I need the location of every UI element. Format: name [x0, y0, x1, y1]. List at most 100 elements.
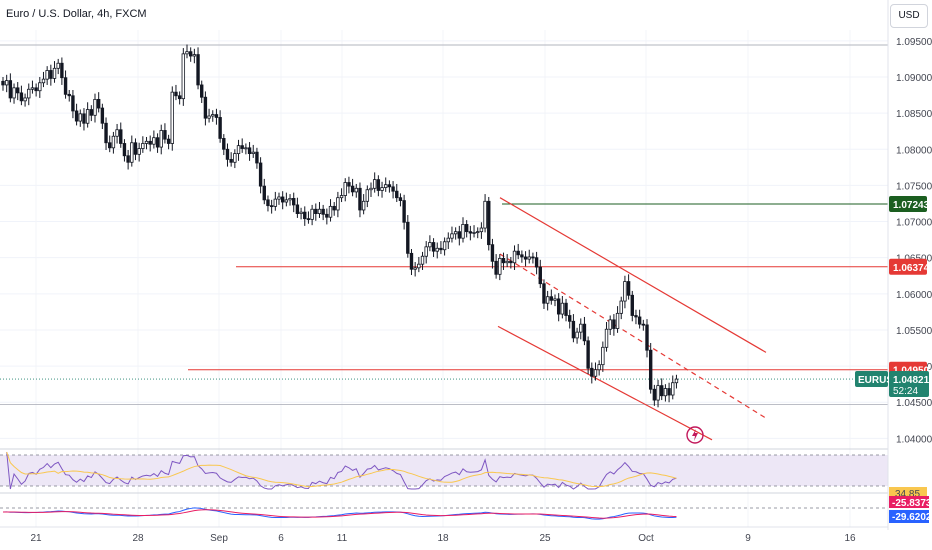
last-price-label: 1.04821 [893, 375, 930, 386]
candle-body [30, 87, 35, 90]
candle-body [266, 199, 270, 207]
candle-body [130, 142, 134, 163]
candle-body [369, 187, 373, 191]
candle-body [619, 300, 623, 314]
candle-body [343, 182, 347, 196]
candle-body [406, 221, 410, 254]
candle-body [49, 70, 53, 79]
candle-body [244, 147, 248, 150]
candle-body [299, 211, 303, 214]
candle-body [85, 109, 90, 124]
candle-body [104, 122, 108, 144]
signal-line [2, 509, 677, 519]
candle-body [119, 129, 123, 144]
candle-body [501, 258, 506, 264]
candle-body [60, 62, 64, 79]
candle-body [170, 91, 174, 144]
candle-body [457, 231, 462, 239]
candle-body [439, 247, 443, 251]
candle-body [133, 142, 138, 155]
price-tick-label: 1.08000 [896, 145, 932, 156]
currency-button[interactable]: USD [890, 4, 928, 28]
candle-body [89, 109, 94, 116]
candle-body [126, 155, 130, 163]
candle-body [188, 51, 193, 57]
candle-body [372, 179, 377, 189]
time-axis[interactable]: 21 28 Sep 6 11 18 25 Oct 9 16 [0, 526, 888, 544]
candle-body [328, 205, 333, 218]
candle-body [177, 95, 182, 100]
candle-body [284, 199, 289, 203]
candle-body [222, 138, 226, 150]
candle-body [240, 145, 244, 149]
candle-body [181, 53, 186, 100]
candle-body [413, 267, 417, 270]
chart-title: Euro / U.S. Dollar, 4h, FXCM [6, 8, 147, 20]
candle-body [604, 328, 609, 348]
price-tag-bg [889, 258, 927, 275]
level-tag: 1.07243 [889, 195, 930, 212]
date-tick-label: 28 [132, 533, 144, 544]
candle-body [288, 198, 292, 201]
candle-body [446, 237, 450, 243]
date-tick-label: 18 [437, 533, 449, 544]
candle-body [247, 147, 252, 155]
candle-body [96, 98, 101, 109]
candle-body [442, 241, 447, 251]
macd-line [2, 507, 677, 520]
candle-body [71, 95, 75, 112]
price-tick-label: 1.07500 [896, 181, 932, 192]
candle-body [568, 315, 572, 322]
candle-body [174, 91, 178, 97]
candle-body [479, 227, 484, 233]
candle-body [159, 130, 163, 148]
date-tick-label: 21 [30, 533, 42, 544]
candle-body [586, 340, 590, 369]
candle-body [354, 187, 358, 193]
candle-body [166, 138, 171, 144]
candle-body [148, 140, 152, 145]
candle-body [505, 260, 509, 264]
candle-body [623, 281, 627, 302]
candle-body [593, 369, 598, 377]
candle-body [590, 367, 594, 377]
price-tick-label: 1.04500 [896, 398, 932, 409]
candle-body [395, 190, 399, 199]
candle-body [137, 148, 141, 155]
rsi-ma-label: 34.85 [895, 489, 920, 500]
candle-body [229, 158, 233, 163]
candle-body [391, 186, 395, 192]
candle-body [100, 107, 105, 124]
candle-body [534, 257, 539, 268]
candle-body [93, 98, 97, 116]
candle-body [376, 179, 381, 191]
candle-body [163, 130, 167, 140]
candle-body [671, 382, 675, 396]
candle-body [23, 97, 27, 102]
candle-body [255, 151, 259, 164]
grid [0, 30, 888, 527]
candle-body [549, 296, 554, 301]
candle-body [494, 260, 498, 275]
macd-value-label: -25.8373 [892, 498, 932, 509]
candle-body [358, 187, 362, 211]
channel-mid [499, 253, 767, 419]
candle-body [490, 244, 495, 262]
candle-body [674, 378, 679, 384]
candle-body [74, 110, 79, 122]
descending-channel [497, 197, 767, 441]
price-axis[interactable]: 1.09500 1.09000 1.08500 1.08000 1.07500 1.070… [887, 0, 932, 530]
price-tag-label: 1.07243 [893, 200, 930, 211]
candle-body [203, 96, 208, 119]
date-tick-label: 9 [745, 533, 751, 544]
candle-body [339, 195, 344, 199]
date-tick-label: 6 [278, 533, 284, 544]
candle-body [615, 312, 620, 329]
candle-body [398, 197, 403, 201]
candle-body [571, 320, 576, 339]
lightning-alert-icon[interactable] [685, 425, 705, 445]
candle-body [641, 323, 646, 326]
candle-body [575, 331, 579, 339]
